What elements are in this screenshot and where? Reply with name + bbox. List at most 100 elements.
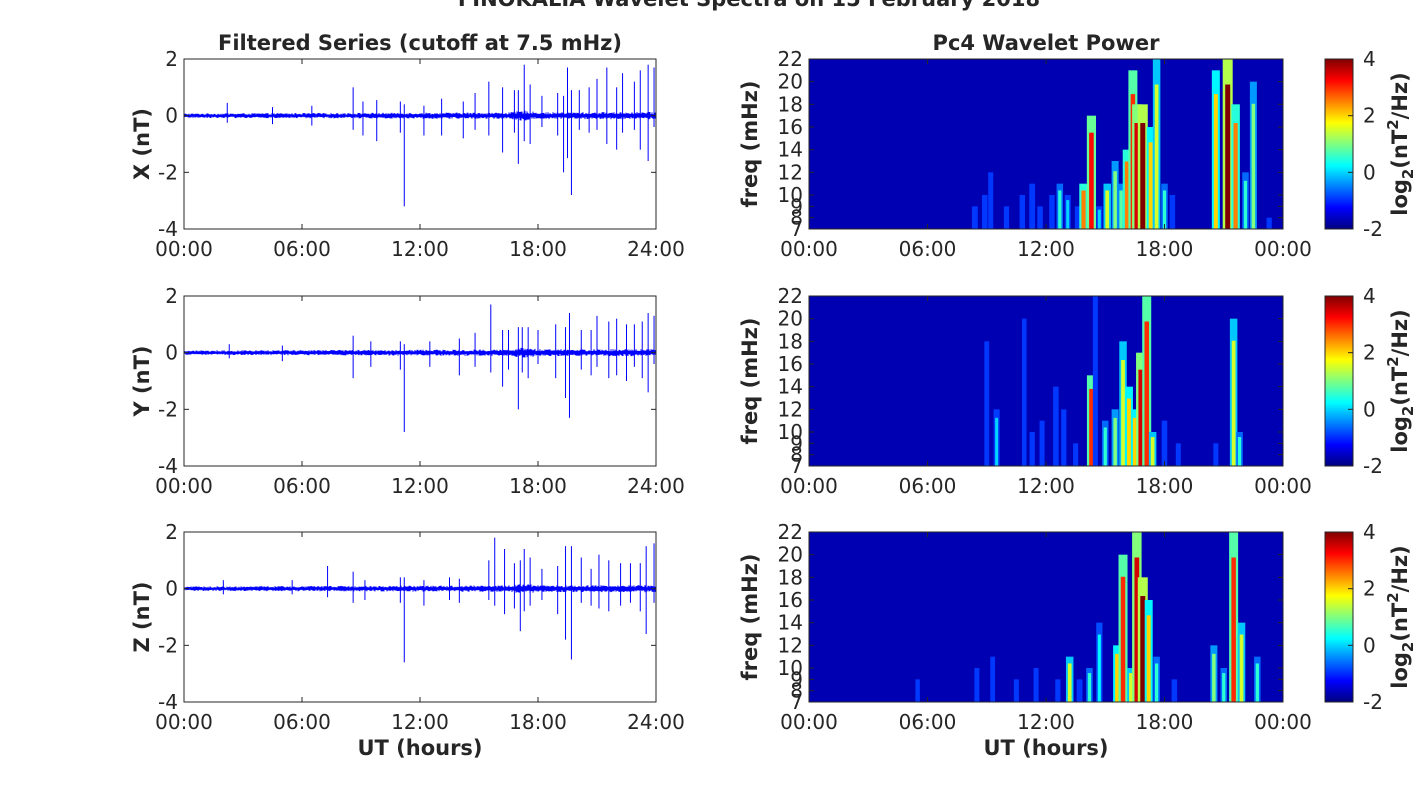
- y-tick-label: 9: [790, 667, 803, 691]
- x-tick-label: 18:00: [509, 237, 567, 261]
- wavelet-burst: [1039, 420, 1045, 466]
- wavelet-burst-core: [1162, 190, 1167, 229]
- colorbar-tick-label: -2: [1363, 217, 1383, 241]
- y-tick-label: 20: [778, 70, 803, 94]
- z-series-ylabel: Z (nT): [130, 581, 154, 652]
- x-tick-label: 12:00: [391, 474, 449, 498]
- y-series-ylabel: Y (nT): [130, 346, 154, 418]
- y-tick-label: 16: [778, 115, 803, 139]
- x-tick-label: 00:00: [1254, 710, 1312, 734]
- y-tick-label: 8: [790, 443, 803, 467]
- y-tick-label: 12: [778, 633, 803, 657]
- wavelet-burst: [1213, 443, 1219, 466]
- y-tick-label: 18: [778, 565, 803, 589]
- x-wavelet-bursts: [972, 59, 1272, 230]
- y-tick-label: 7: [790, 217, 803, 241]
- wavelet-burst-core: [1119, 190, 1123, 229]
- x-tick-label: 00:00: [780, 474, 838, 498]
- wavelet-burst: [1092, 296, 1098, 466]
- z-series-axes: [183, 531, 657, 703]
- y-series-trace: [183, 347, 657, 358]
- wavelet-burst: [1061, 409, 1067, 466]
- x-wavelet-colorbar: [1324, 58, 1354, 230]
- wavelet-burst: [972, 206, 978, 229]
- x-series-trace: [183, 110, 657, 121]
- wavelet-burst: [1076, 679, 1083, 702]
- x-tick-label: 18:00: [1136, 474, 1194, 498]
- z-wavelet-ylabel: freq (mHz): [738, 554, 762, 681]
- wavelet-burst-core: [1140, 596, 1146, 702]
- y-tick-label: -2: [158, 160, 178, 184]
- y-tick-label: 14: [778, 138, 803, 162]
- colorbar-tick-label: -2: [1363, 454, 1383, 478]
- x-wavelet-ylabel: freq (mHz): [738, 81, 762, 208]
- colorbar-tick-label: 0: [1363, 160, 1376, 184]
- y-tick-label: 9: [790, 194, 803, 218]
- wavelet-burst-core: [1213, 94, 1218, 229]
- x-tick-label: 06:00: [899, 474, 957, 498]
- x-tick-label: 00:00: [155, 474, 213, 498]
- x-tick-label: 12:00: [1017, 474, 1075, 498]
- wavelet-burst: [1074, 206, 1081, 229]
- x-series-title: Filtered Series (cutoff at 7.5 mHz): [218, 31, 622, 55]
- wavelet-burst-core: [1231, 340, 1236, 466]
- y-wavelet-colorbar: [1324, 295, 1354, 467]
- x-tick-label: 18:00: [509, 710, 567, 734]
- z-series-spikes: [222, 537, 655, 663]
- y-tick-label: 16: [778, 588, 803, 612]
- wavelet-burst: [974, 668, 980, 702]
- wavelet-burst-core: [1105, 190, 1110, 229]
- y-series-frame: [183, 295, 657, 467]
- x-tick-label: 06:00: [273, 474, 331, 498]
- wavelet-burst-core: [1148, 142, 1153, 229]
- y-tick-label: 9: [790, 431, 803, 455]
- wavelet-burst-core: [1103, 427, 1107, 466]
- wavelet-burst-core: [1129, 673, 1133, 702]
- colorbar-tick-label: 2: [1363, 104, 1376, 128]
- wavelet-burst-core: [1150, 437, 1155, 466]
- x-tick-label: 06:00: [273, 237, 331, 261]
- wavelet-burst: [1029, 432, 1035, 466]
- wavelet-burst: [1175, 443, 1181, 466]
- x-tick-label: 12:00: [391, 710, 449, 734]
- y-tick-label: 10: [778, 183, 803, 207]
- y-tick-label: -4: [158, 454, 178, 478]
- x-tick-label: 18:00: [509, 474, 567, 498]
- y-tick-label: -2: [158, 633, 178, 657]
- wavelet-burst-core: [1087, 673, 1092, 702]
- wavelet-burst: [990, 656, 996, 702]
- y-tick-label: 7: [790, 454, 803, 478]
- y-tick-label: 18: [778, 329, 803, 353]
- y-tick-label: 0: [165, 577, 178, 601]
- wavelet-burst-core: [1233, 123, 1238, 229]
- z-series-trace: [183, 584, 657, 593]
- wavelet-burst: [1161, 420, 1168, 466]
- x-tick-label: 00:00: [155, 237, 213, 261]
- colorbar-tick-label: 4: [1363, 520, 1376, 544]
- wavelet-burst-core: [1251, 103, 1256, 229]
- wavelet-burst-core: [1097, 209, 1101, 229]
- z-series-frame: [183, 531, 657, 703]
- wavelet-burst: [984, 341, 990, 466]
- y-tick-label: 7: [790, 690, 803, 714]
- x-wavelet-background: [809, 59, 1283, 229]
- wavelet-burst-core: [995, 417, 999, 466]
- y-tick-label: 14: [778, 611, 803, 635]
- y-tick-label: 8: [790, 206, 803, 230]
- wavelet-burst-core: [1222, 673, 1226, 702]
- x-tick-label: 24:00: [627, 237, 685, 261]
- y-tick-label: 22: [778, 284, 803, 308]
- wavelet-burst: [1171, 679, 1178, 702]
- wavelet-burst-core: [1243, 180, 1248, 229]
- wavelet-burst: [1003, 206, 1010, 229]
- wavelet-burst-core: [1067, 663, 1072, 702]
- colorbar-tick-label: -2: [1363, 690, 1383, 714]
- colorbar-tick-label: 2: [1363, 577, 1376, 601]
- wavelet-burst: [1029, 183, 1036, 229]
- wavelet-burst: [1013, 679, 1019, 702]
- z-wavelet-colorbar: [1324, 531, 1354, 703]
- wavelet-burst-core: [1058, 190, 1062, 229]
- x-tick-label: 24:00: [627, 710, 685, 734]
- colorbar-tick-label: 0: [1363, 397, 1376, 421]
